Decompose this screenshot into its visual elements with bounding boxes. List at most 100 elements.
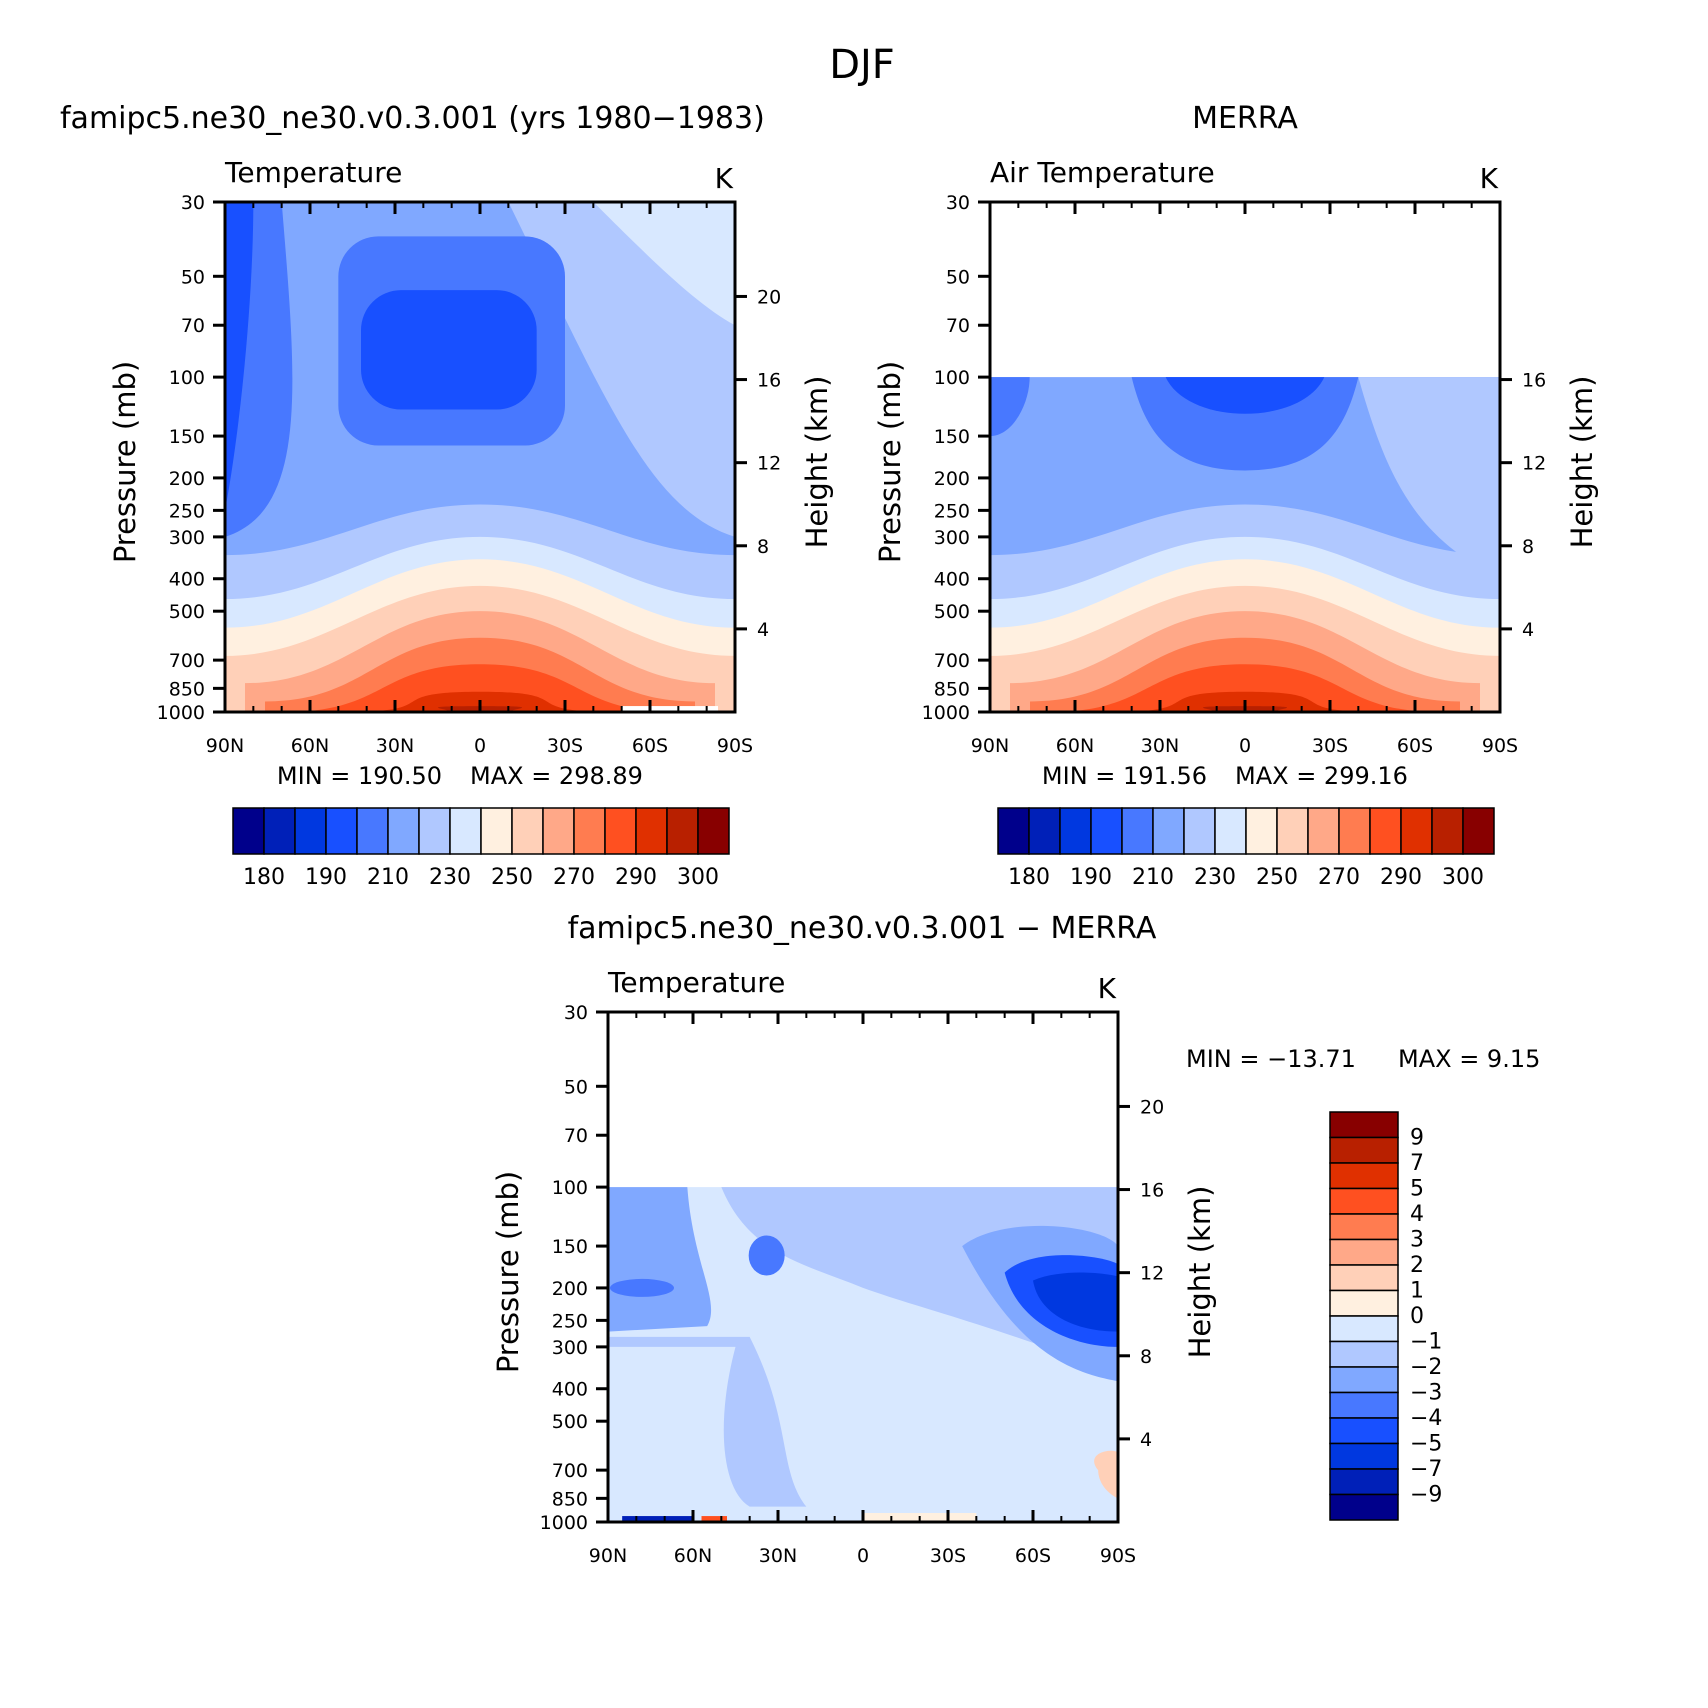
colorbar-swatch <box>1329 1442 1399 1470</box>
colorbar-label: 7 <box>1410 1151 1424 1176</box>
colorbar-swatch <box>1329 1417 1399 1445</box>
x-tick-label: 30S <box>1312 735 1348 757</box>
colorbar-label: −7 <box>1410 1457 1442 1482</box>
x-tick-label: 60N <box>1056 735 1094 757</box>
x-tick-label: 60S <box>632 735 668 757</box>
height-tick-label: 12 <box>1140 1263 1164 1285</box>
contour-field-0 <box>225 202 735 712</box>
y-tick-label: 200 <box>934 468 970 490</box>
colorbar-swatch <box>604 807 637 855</box>
min-label: MIN = −13.71 <box>1186 1045 1356 1073</box>
colorbar-label: 230 <box>429 865 471 890</box>
colorbar-swatch <box>1329 1111 1399 1139</box>
colorbar-label: 300 <box>1442 865 1484 890</box>
colorbar-swatch <box>1462 807 1495 855</box>
colorbar-swatch <box>1329 1315 1399 1343</box>
y-tick-label: 50 <box>946 266 970 288</box>
colorbar-label: 210 <box>367 865 409 890</box>
y-tick-label: 30 <box>946 192 970 214</box>
x-tick-label: 30N <box>759 1545 797 1567</box>
colorbar-swatch <box>1329 1391 1399 1419</box>
x-tick-label: 90N <box>206 735 244 757</box>
x-tick-label: 30N <box>1141 735 1179 757</box>
colorbar-label: 230 <box>1194 865 1236 890</box>
y-tick-label: 400 <box>552 1379 588 1401</box>
colorbar-label: 250 <box>1256 865 1298 890</box>
x-tick-label: 60S <box>1397 735 1433 757</box>
colorbar-swatch <box>697 807 730 855</box>
colorbar-label: −3 <box>1410 1381 1442 1406</box>
y-tick-label: 400 <box>169 569 205 591</box>
right-axis-label: Height (km) <box>1183 1186 1217 1359</box>
colorbar-swatch <box>1307 807 1340 855</box>
y-tick-label: 850 <box>169 678 205 700</box>
colorbar-swatch <box>1329 1493 1399 1521</box>
y-tick-label: 200 <box>169 468 205 490</box>
y-tick-label: 700 <box>934 650 970 672</box>
contour-band <box>748 1235 785 1276</box>
colorbar-label: 5 <box>1410 1177 1424 1202</box>
colorbar-swatch <box>387 807 420 855</box>
height-tick-label: 4 <box>1522 619 1534 641</box>
colorbar-swatch <box>511 807 544 855</box>
contour-band <box>285 664 675 712</box>
colorbar-swatch <box>1329 1468 1399 1496</box>
y-tick-label: 400 <box>934 569 970 591</box>
y-tick-label: 200 <box>552 1278 588 1300</box>
y-tick-label: 150 <box>552 1236 588 1258</box>
max-label: MAX = 299.16 <box>1235 762 1408 790</box>
contour-band <box>1094 1450 1118 1499</box>
colorbar-swatch <box>1431 807 1464 855</box>
colorbar-label: 9 <box>1410 1126 1424 1151</box>
colorbar-label: 290 <box>615 865 657 890</box>
colorbar-label: 0 <box>1410 1304 1424 1329</box>
max-label: MAX = 9.15 <box>1398 1045 1540 1073</box>
x-tick-label: 90S <box>1100 1545 1136 1567</box>
colorbar-label: 2 <box>1410 1253 1424 1278</box>
x-tick-label: 90S <box>717 735 753 757</box>
y-tick-label: 50 <box>564 1076 588 1098</box>
y-tick-label: 70 <box>564 1125 588 1147</box>
variable-label: Temperature <box>224 156 402 189</box>
colorbar-swatch <box>325 807 358 855</box>
y-tick-label: 500 <box>169 601 205 623</box>
panel-title: MERRA <box>1192 101 1298 136</box>
height-tick-label: 20 <box>757 286 781 308</box>
colorbar-swatch <box>1329 1366 1399 1394</box>
y-tick-label: 1000 <box>540 1512 588 1534</box>
contour-band <box>990 377 1030 437</box>
colorbar-swatch <box>1329 1187 1399 1215</box>
contour-band <box>1165 377 1325 414</box>
contour-band <box>1033 1272 1118 1332</box>
colorbar-swatch <box>449 807 482 855</box>
units-label: K <box>1480 162 1499 195</box>
colorbar-swatch <box>1090 807 1123 855</box>
y-tick-label: 100 <box>169 367 205 389</box>
y-axis-label: Pressure (mb) <box>873 361 907 563</box>
contour-band <box>361 290 537 410</box>
contour-band <box>622 1516 693 1522</box>
colorbar-swatch <box>573 807 606 855</box>
height-tick-label: 16 <box>1522 370 1546 392</box>
colorbar-swatch <box>666 807 699 855</box>
colorbar-swatch <box>1369 807 1402 855</box>
colorbar-swatch <box>635 807 668 855</box>
y-tick-label: 150 <box>934 426 970 448</box>
colorbar-label: −2 <box>1410 1355 1442 1380</box>
max-label: MAX = 298.89 <box>470 762 643 790</box>
x-tick-label: 30N <box>376 735 414 757</box>
colorbar-label: 210 <box>1132 865 1174 890</box>
colorbar-swatch <box>1121 807 1154 855</box>
colorbar-label: 270 <box>1318 865 1360 890</box>
right-axis-label: Height (km) <box>1565 376 1599 549</box>
y-tick-label: 1000 <box>157 702 205 724</box>
y-tick-label: 1000 <box>922 702 970 724</box>
colorbar-label: 4 <box>1410 1202 1424 1227</box>
y-tick-label: 50 <box>181 266 205 288</box>
height-tick-label: 4 <box>1140 1429 1152 1451</box>
colorbar-label: 190 <box>305 865 347 890</box>
y-tick-label: 500 <box>934 601 970 623</box>
contour-band <box>1358 377 1500 579</box>
y-tick-label: 850 <box>552 1488 588 1510</box>
